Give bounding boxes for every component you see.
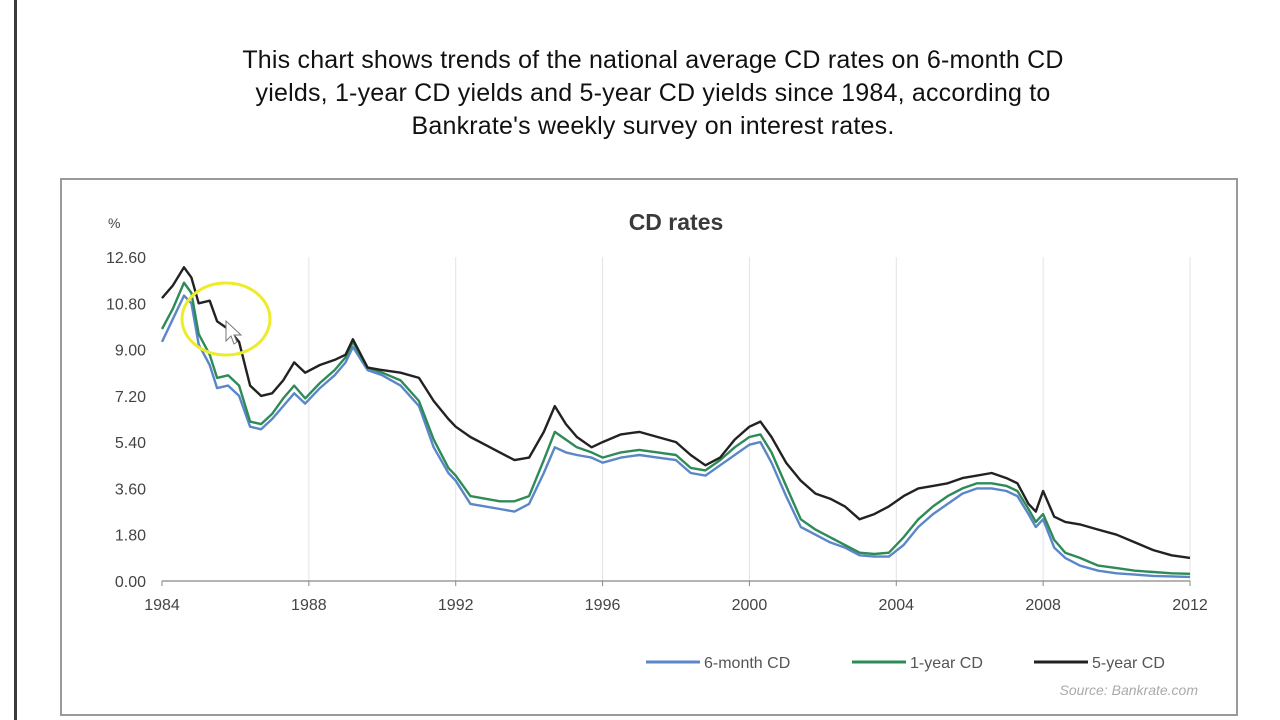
source-note: Source: Bankrate.com: [1059, 682, 1198, 698]
caption-line-3: Bankrate's weekly survey on interest rat…: [411, 112, 895, 140]
legend-label-6-month-cd: 6-month CD: [704, 655, 790, 672]
x-tick-label: 1996: [585, 597, 621, 614]
legend-label-5-year-cd: 5-year CD: [1092, 655, 1165, 672]
y-tick-label: 7.20: [115, 389, 146, 406]
caption-line-2: yields, 1-year CD yields and 5-year CD y…: [255, 79, 1051, 107]
chart-title: CD rates: [629, 209, 724, 235]
axis-layer: 1984 1988 1992 1996 2000 2004 2008 2012 12.60 10.…: [106, 250, 1208, 614]
x-tick-label: 2012: [1172, 597, 1208, 614]
x-tick-label: 2004: [878, 597, 914, 614]
series-layer: [160, 266, 1191, 579]
mouse-cursor-icon: [225, 319, 243, 345]
y-tick-label: 1.80: [115, 528, 146, 545]
series-line-5-year-cd: [161, 266, 1191, 560]
y-tick-label: 3.60: [115, 481, 146, 498]
caption-line-1: This chart shows trends of the national …: [242, 46, 1064, 74]
grid-layer: [308, 257, 1191, 581]
y-tick-label: 0.00: [115, 574, 146, 591]
legend: 6-month CD 1-year CD 5-year CD: [646, 655, 1165, 672]
legend-label-1-year-cd: 1-year CD: [910, 655, 983, 672]
x-tick-label: 1984: [144, 597, 180, 614]
x-tick-label: 1988: [291, 597, 327, 614]
series-line-6-month-cd: [160, 294, 1191, 579]
highlight-circle-annotation: [180, 281, 272, 357]
y-tick-label: 5.40: [115, 435, 146, 452]
x-tick-label: 2008: [1025, 597, 1061, 614]
y-tick-label: 9.00: [115, 343, 146, 360]
left-edge-rule: [14, 0, 17, 720]
chart-caption: This chart shows trends of the national …: [100, 44, 1206, 143]
x-tick-label: 2000: [732, 597, 768, 614]
y-axis-unit: %: [108, 215, 120, 231]
chart-frame: % CD rates 1984 1988 1992 1996 2000 2004 2008 2…: [60, 178, 1238, 716]
y-tick-label: 12.60: [106, 250, 146, 267]
cd-rates-chart: % CD rates 1984 1988 1992 1996 2000 2004 2008 2…: [106, 209, 1208, 698]
x-tick-label: 1992: [438, 597, 474, 614]
series-line-1-year-cd: [160, 281, 1191, 575]
y-tick-label: 10.80: [106, 296, 146, 313]
